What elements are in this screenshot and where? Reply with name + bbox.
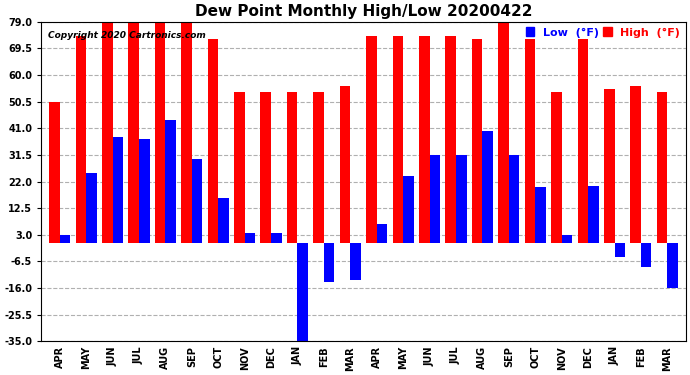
Legend: Low  (°F), High  (°F): Low (°F), High (°F): [526, 27, 680, 38]
Bar: [339, 86, 351, 243]
Bar: [234, 92, 245, 243]
Bar: [60, 235, 70, 243]
Bar: [551, 92, 562, 243]
Bar: [155, 22, 166, 243]
Bar: [366, 36, 377, 243]
Bar: [297, 243, 308, 341]
Bar: [482, 131, 493, 243]
Bar: [588, 186, 599, 243]
Bar: [324, 243, 335, 282]
Bar: [631, 86, 641, 243]
Bar: [615, 243, 625, 257]
Bar: [181, 22, 192, 243]
Bar: [377, 224, 387, 243]
Bar: [192, 159, 202, 243]
Bar: [128, 22, 139, 243]
Bar: [75, 36, 86, 243]
Bar: [313, 92, 324, 243]
Bar: [430, 155, 440, 243]
Bar: [641, 243, 651, 267]
Bar: [86, 173, 97, 243]
Bar: [112, 136, 123, 243]
Bar: [245, 233, 255, 243]
Text: Copyright 2020 Cartronics.com: Copyright 2020 Cartronics.com: [48, 31, 206, 40]
Bar: [509, 155, 520, 243]
Bar: [498, 22, 509, 243]
Bar: [419, 36, 430, 243]
Bar: [271, 233, 282, 243]
Bar: [657, 92, 667, 243]
Bar: [102, 22, 112, 243]
Title: Dew Point Monthly High/Low 20200422: Dew Point Monthly High/Low 20200422: [195, 4, 532, 19]
Bar: [524, 39, 535, 243]
Bar: [472, 39, 482, 243]
Bar: [139, 140, 150, 243]
Bar: [208, 39, 218, 243]
Bar: [287, 92, 297, 243]
Bar: [166, 120, 176, 243]
Bar: [393, 36, 403, 243]
Bar: [578, 39, 588, 243]
Bar: [49, 102, 60, 243]
Bar: [446, 36, 456, 243]
Bar: [535, 187, 546, 243]
Bar: [261, 92, 271, 243]
Bar: [351, 243, 361, 280]
Bar: [562, 235, 572, 243]
Bar: [403, 176, 414, 243]
Bar: [667, 243, 678, 288]
Bar: [218, 198, 229, 243]
Bar: [604, 89, 615, 243]
Bar: [456, 155, 466, 243]
